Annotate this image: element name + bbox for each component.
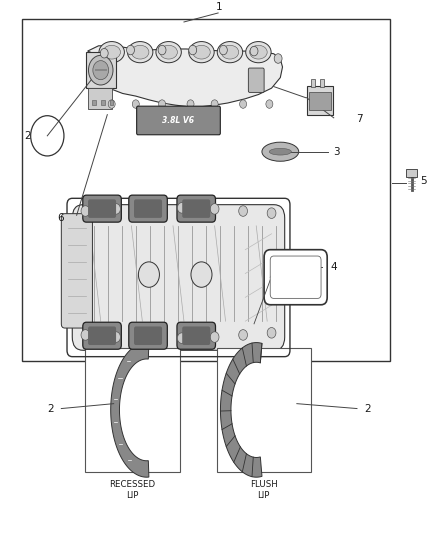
Text: 4: 4 (331, 262, 337, 272)
Text: 3: 3 (333, 147, 339, 157)
Circle shape (239, 329, 247, 340)
Circle shape (132, 100, 139, 108)
Ellipse shape (103, 45, 120, 59)
Circle shape (250, 46, 258, 56)
Circle shape (187, 100, 194, 108)
FancyBboxPatch shape (83, 195, 121, 222)
Circle shape (145, 333, 153, 343)
Circle shape (138, 262, 159, 287)
Circle shape (266, 100, 273, 108)
Circle shape (81, 329, 90, 340)
Ellipse shape (127, 42, 153, 63)
Bar (307, 85, 333, 115)
Bar (101, 100, 105, 105)
Ellipse shape (131, 45, 149, 59)
Circle shape (88, 55, 113, 85)
Circle shape (210, 204, 219, 214)
Text: 1: 1 (215, 2, 223, 12)
Circle shape (159, 100, 166, 108)
FancyBboxPatch shape (248, 68, 264, 92)
Text: 5: 5 (420, 176, 427, 186)
Circle shape (177, 203, 186, 213)
Text: 7: 7 (356, 115, 363, 124)
Circle shape (189, 45, 197, 55)
Circle shape (100, 49, 108, 58)
FancyBboxPatch shape (88, 327, 116, 345)
Circle shape (267, 327, 276, 338)
FancyBboxPatch shape (83, 322, 121, 349)
Circle shape (112, 332, 120, 342)
Ellipse shape (221, 45, 239, 59)
Bar (320, 79, 324, 86)
Circle shape (108, 100, 115, 108)
Circle shape (112, 204, 120, 214)
Bar (217, 348, 311, 472)
Ellipse shape (246, 42, 271, 63)
Circle shape (211, 100, 218, 108)
Ellipse shape (189, 42, 214, 63)
Polygon shape (111, 343, 149, 477)
Circle shape (219, 45, 227, 55)
Bar (406, 168, 417, 177)
Bar (309, 92, 331, 110)
FancyBboxPatch shape (177, 195, 215, 222)
Bar (85, 348, 180, 472)
Circle shape (240, 100, 247, 108)
Ellipse shape (217, 42, 243, 63)
FancyBboxPatch shape (264, 249, 327, 305)
Circle shape (274, 54, 282, 63)
Circle shape (145, 203, 153, 213)
Text: 2: 2 (24, 131, 31, 141)
Circle shape (93, 61, 109, 80)
Bar (22, 19, 390, 361)
Polygon shape (88, 46, 283, 107)
Circle shape (191, 262, 212, 287)
Circle shape (267, 208, 276, 219)
Circle shape (127, 45, 134, 55)
FancyBboxPatch shape (182, 327, 210, 345)
Ellipse shape (156, 42, 181, 63)
Circle shape (81, 206, 90, 216)
Bar (92, 100, 96, 105)
Text: FLUSH
LIP: FLUSH LIP (250, 480, 278, 500)
FancyBboxPatch shape (129, 195, 167, 222)
FancyBboxPatch shape (177, 322, 215, 349)
Text: 2: 2 (364, 403, 371, 414)
FancyBboxPatch shape (61, 214, 92, 328)
Circle shape (210, 332, 219, 342)
Polygon shape (220, 343, 262, 477)
Bar (88, 88, 112, 109)
FancyBboxPatch shape (182, 199, 210, 218)
Text: 3.8L V6: 3.8L V6 (162, 116, 194, 125)
FancyBboxPatch shape (72, 205, 285, 350)
FancyBboxPatch shape (129, 322, 167, 349)
Bar (110, 100, 113, 105)
Ellipse shape (160, 45, 177, 59)
FancyBboxPatch shape (270, 256, 321, 298)
Bar (86, 52, 116, 88)
Bar (311, 79, 315, 86)
Ellipse shape (269, 148, 291, 155)
Text: 6: 6 (57, 213, 64, 223)
Circle shape (177, 333, 186, 343)
FancyBboxPatch shape (88, 199, 116, 218)
Text: RECESSED
LIP: RECESSED LIP (109, 480, 155, 500)
FancyBboxPatch shape (134, 199, 162, 218)
Text: 2: 2 (47, 403, 54, 414)
Ellipse shape (99, 42, 124, 63)
Circle shape (239, 206, 247, 216)
FancyBboxPatch shape (134, 327, 162, 345)
Circle shape (158, 45, 166, 55)
Ellipse shape (262, 142, 299, 161)
Ellipse shape (193, 45, 210, 59)
Ellipse shape (250, 45, 267, 59)
FancyBboxPatch shape (137, 106, 220, 135)
Bar (95, 69, 107, 71)
